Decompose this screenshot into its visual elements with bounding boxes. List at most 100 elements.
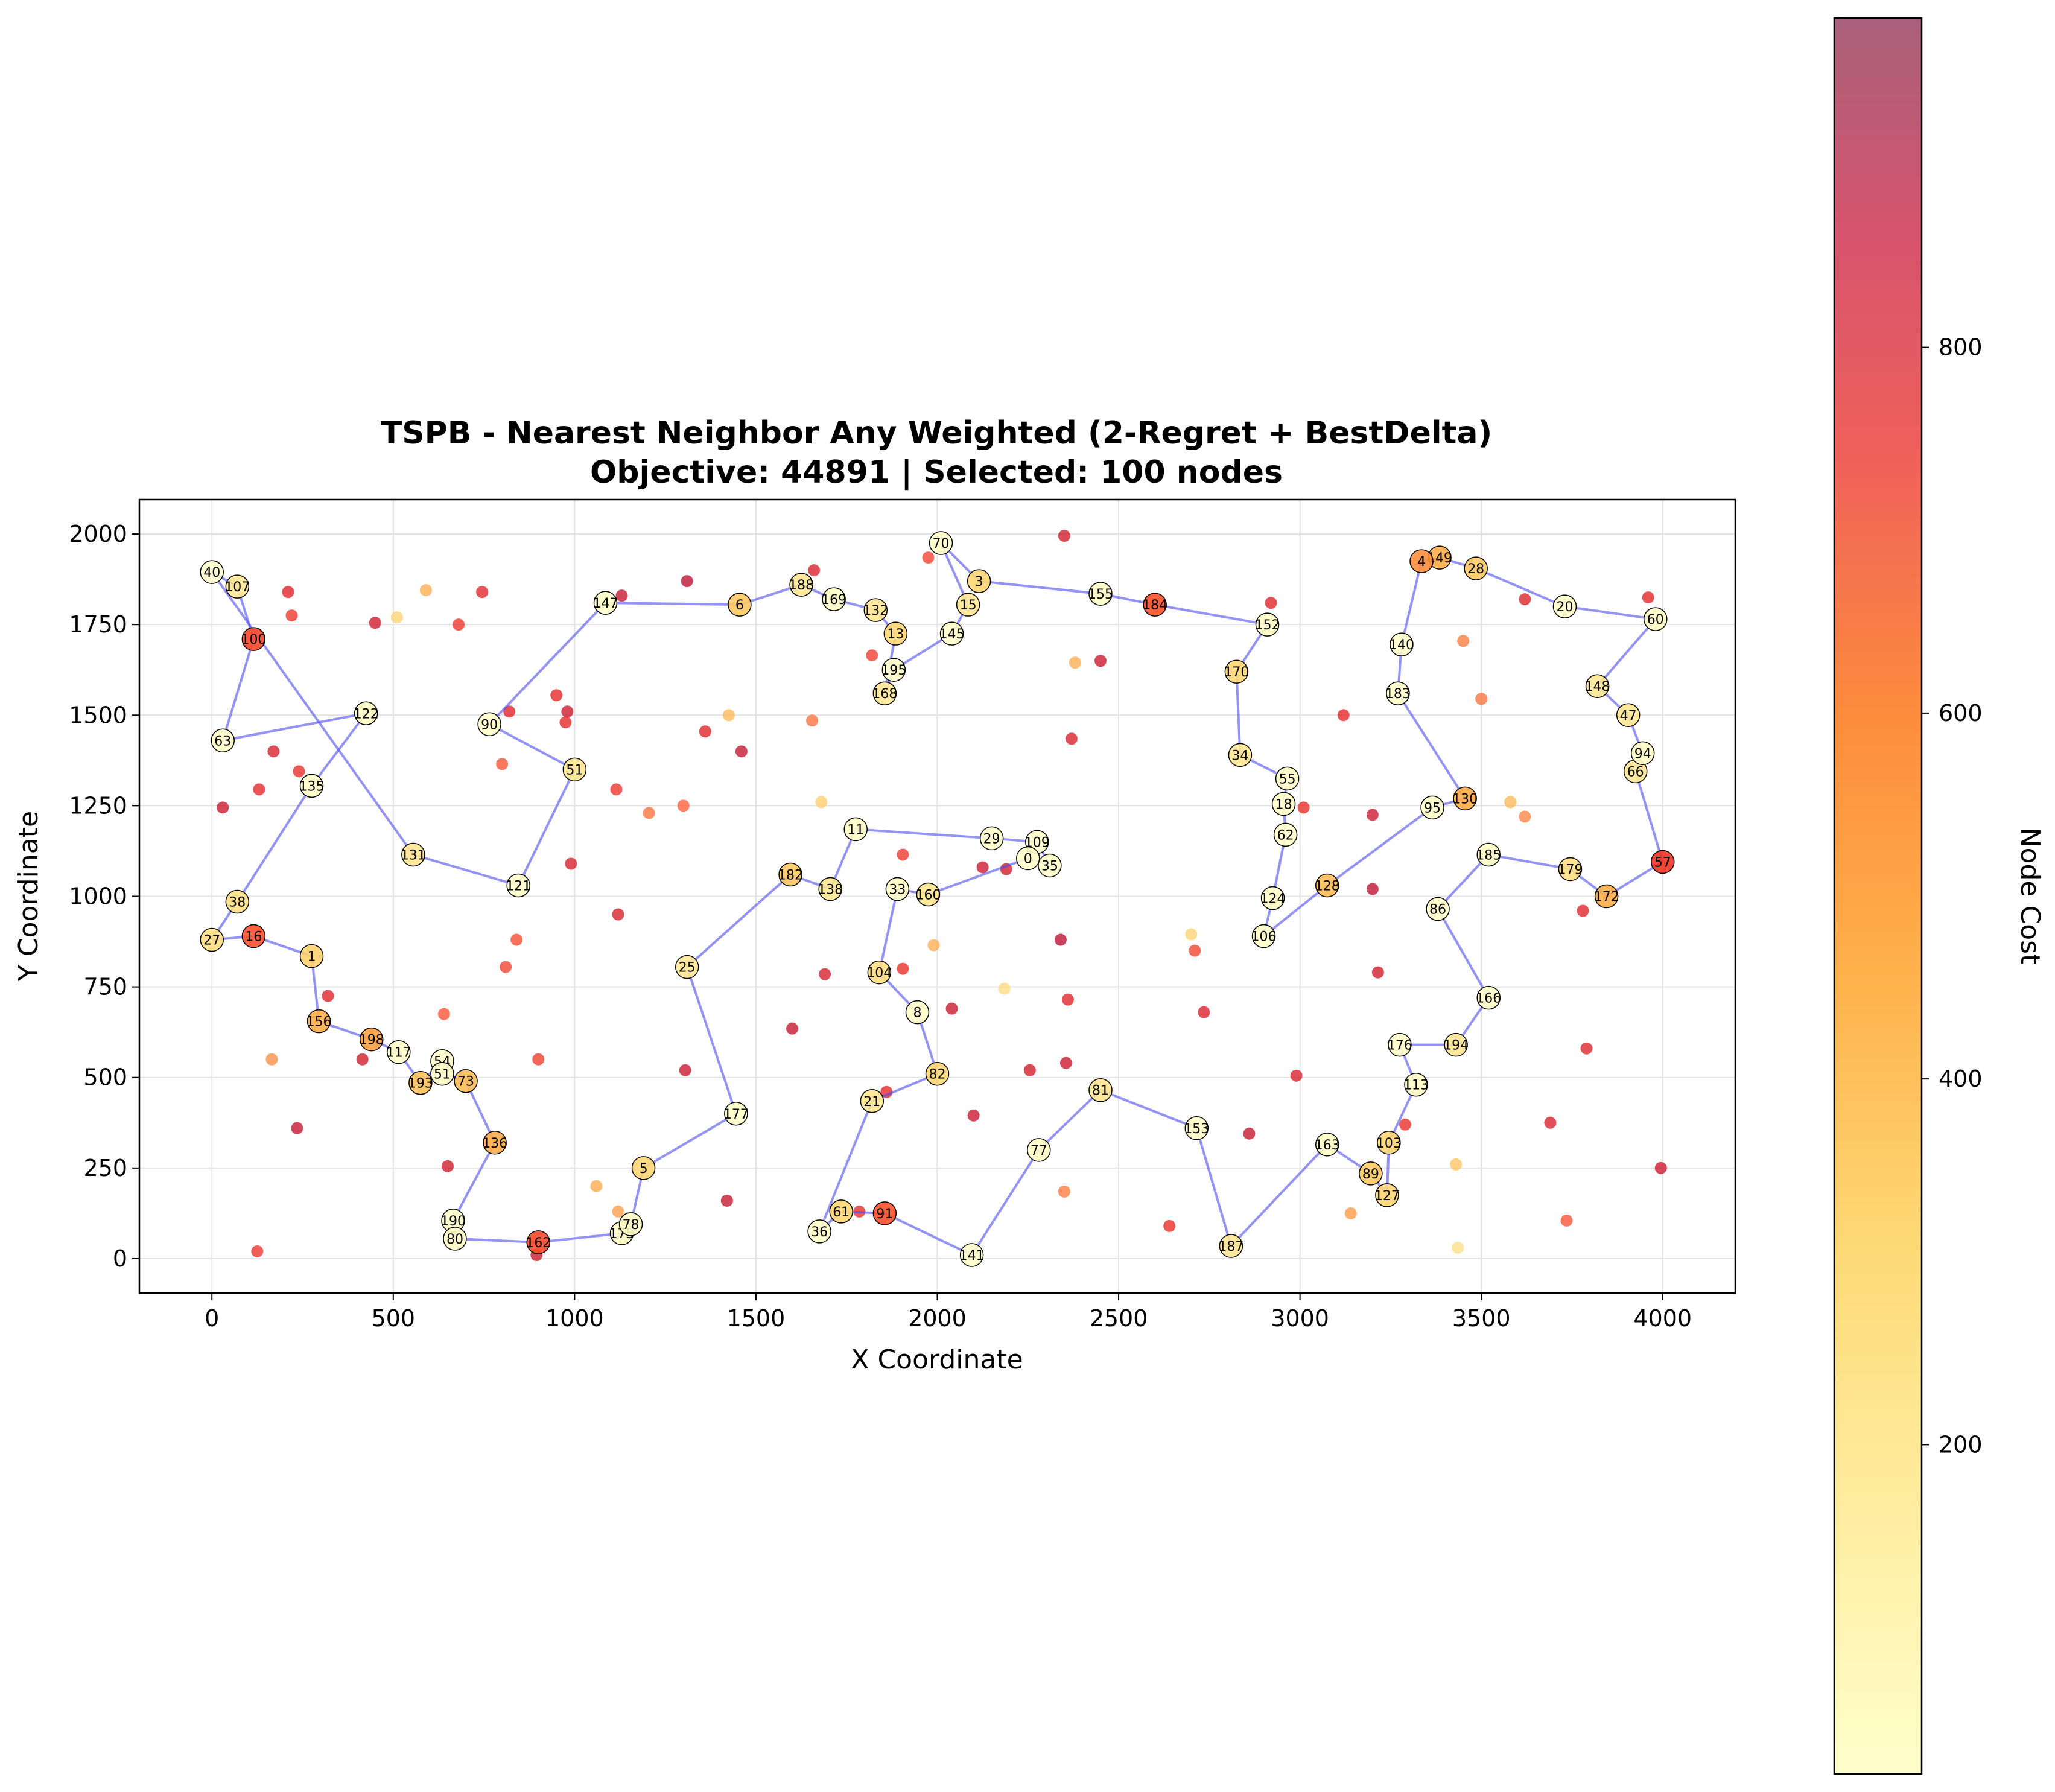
selected-node-label: 182	[778, 868, 803, 883]
selected-node-label: 106	[1251, 930, 1277, 945]
selected-node-point	[939, 621, 964, 646]
selected-node-label: 0	[1024, 851, 1032, 866]
unselected-node-point	[217, 801, 229, 814]
selected-node-label: 194	[1443, 1038, 1469, 1053]
route-segment	[884, 1212, 973, 1256]
selected-node-label: 179	[1557, 862, 1583, 877]
selected-node-label: 20	[1556, 600, 1573, 615]
selected-node-point	[1404, 1072, 1428, 1097]
selected-node-label: 78	[623, 1218, 640, 1233]
route-segment	[1634, 770, 1664, 863]
selected-node-label: 145	[939, 627, 965, 642]
selected-node-point	[872, 681, 897, 705]
x-axis-label: X Coordinate	[851, 1344, 1023, 1375]
route-segment	[927, 857, 1029, 896]
selected-node-label: 138	[818, 882, 843, 897]
selected-node-point	[789, 573, 813, 597]
x-axis-ticks: 0 500 1000 1500 2000 2500 3000 3500 4000	[205, 1293, 1692, 1332]
selected-node-point	[1444, 1032, 1468, 1057]
selected-node-label: 166	[1476, 991, 1501, 1006]
selected-node-point	[299, 774, 324, 798]
selected-node-label: 188	[789, 578, 814, 593]
selected-node-label: 135	[299, 779, 325, 794]
unselected-node-point	[1544, 1116, 1557, 1129]
selected-node-point	[1184, 1116, 1209, 1140]
route-segment	[452, 1142, 496, 1221]
unselected-node-point	[1457, 635, 1470, 647]
selected-node-point	[1552, 594, 1577, 618]
unselected-node-point	[1163, 1219, 1176, 1232]
selected-node-point	[1409, 549, 1434, 573]
selected-node-point	[778, 862, 802, 887]
selected-node-point	[354, 701, 378, 726]
selected-node-point	[1453, 786, 1477, 811]
route-segment	[489, 723, 576, 771]
selected-node-point	[454, 1069, 478, 1093]
unselected-node-point	[1243, 1127, 1256, 1140]
selected-node-point	[443, 1227, 467, 1251]
unselected-node-point	[976, 861, 989, 874]
selected-node-point	[1228, 743, 1253, 767]
selected-node-label: 89	[1362, 1167, 1379, 1182]
unselected-node-point	[643, 807, 655, 819]
unselected-node-point	[1337, 709, 1350, 722]
x-tick-label: 2500	[1090, 1305, 1148, 1332]
unselected-node-point	[722, 709, 735, 722]
selected-node-label: 155	[1088, 587, 1113, 602]
selected-node-point	[1476, 842, 1501, 867]
selected-node-label: 124	[1260, 892, 1286, 907]
unselected-node-point	[1023, 1064, 1036, 1076]
selected-node-point	[929, 531, 953, 555]
y-tick-label: 2000	[69, 521, 127, 547]
unselected-node-point	[437, 1008, 450, 1020]
selected-node-point	[200, 560, 224, 584]
selected-node-point	[1038, 853, 1062, 878]
selected-node-point	[562, 757, 587, 782]
selected-node-label: 122	[354, 707, 379, 722]
plot-area: 4010710063122135382716115619811719354517…	[69, 498, 1736, 1332]
selected-node-label: 25	[679, 961, 696, 976]
unselected-node-point	[369, 617, 381, 629]
selected-node-point	[860, 1089, 885, 1113]
selected-node-point	[307, 1009, 331, 1034]
unselected-node-point	[265, 1053, 278, 1066]
selected-node-label: 117	[386, 1046, 411, 1061]
route-segment	[1488, 853, 1571, 871]
selected-node-label: 90	[481, 717, 498, 732]
route-segment	[211, 571, 414, 856]
unselected-node-point	[735, 745, 748, 758]
y-tick-label: 250	[83, 1155, 127, 1181]
unselected-node-point	[720, 1194, 733, 1207]
unselected-node-point	[550, 689, 563, 702]
selected-node-point	[1476, 985, 1501, 1010]
selected-node-label: 187	[1218, 1239, 1243, 1254]
unselected-node-point	[1475, 693, 1488, 705]
route-segment	[236, 785, 313, 903]
selected-node-label: 131	[401, 848, 426, 863]
selected-node-point	[1426, 897, 1450, 921]
x-tick-label: 0	[205, 1305, 219, 1332]
selected-node-label: 190	[440, 1214, 466, 1229]
unselected-node-point	[1061, 993, 1074, 1006]
selected-node-point	[905, 1000, 930, 1025]
selected-node-label: 5	[640, 1161, 648, 1177]
selected-node-label: 28	[1467, 562, 1484, 577]
selected-node-point	[883, 621, 908, 646]
colorbar-tick-label: 200	[1939, 1431, 1983, 1458]
unselected-node-point	[1344, 1207, 1357, 1219]
unselected-node-point	[559, 716, 572, 729]
route-segment	[517, 769, 576, 886]
selected-node-label: 153	[1184, 1122, 1209, 1137]
unselected-node-point	[1054, 933, 1067, 946]
unselected-node-point	[1642, 591, 1654, 604]
y-axis-ticks: 0 250 500 750 1000 1250 1500 1750 2000	[69, 521, 139, 1272]
selected-node-point	[483, 1131, 507, 1155]
unselected-node-point	[1371, 966, 1384, 979]
selected-node-label: 162	[526, 1236, 551, 1251]
selected-node-point	[1088, 1078, 1113, 1102]
selected-node-point	[1464, 556, 1488, 580]
selected-node-label: 63	[214, 734, 231, 749]
selected-node-label: 127	[1374, 1189, 1400, 1204]
unselected-node-point	[253, 783, 265, 796]
x-tick-label: 1000	[545, 1305, 604, 1332]
